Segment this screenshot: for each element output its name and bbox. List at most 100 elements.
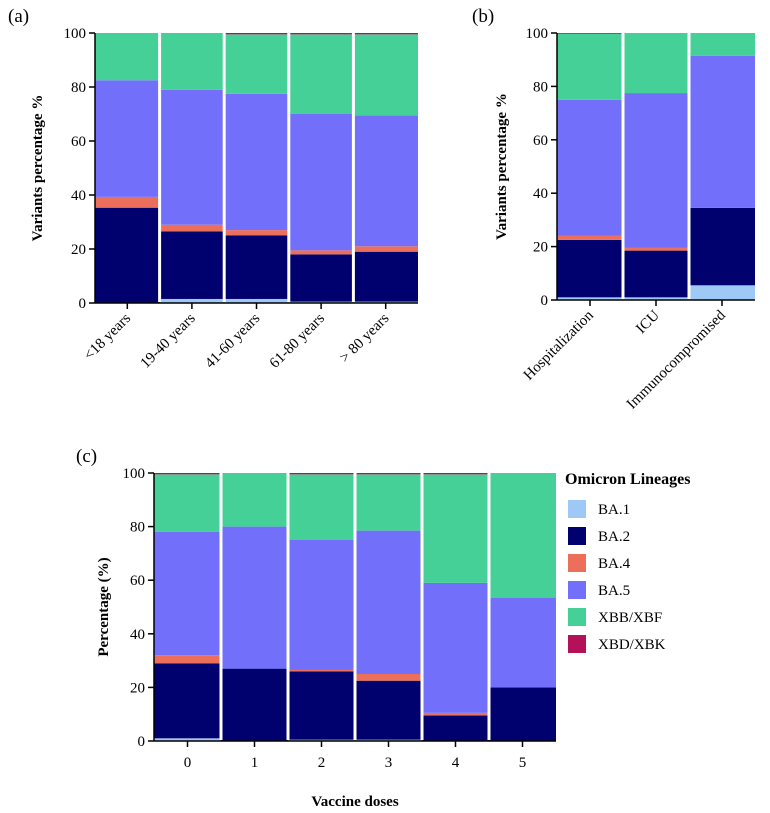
legend: Omicron Lineages BA.1 BA.2 BA.4 BA.5 XBB/XBF…	[565, 471, 690, 653]
chart-a: 0 20 40 60 80 100 <18 years 19-40 years 41-60 ye…	[30, 26, 418, 372]
bar-c-5-ba5	[489, 597, 556, 688]
bar-c-2-ba2	[288, 671, 355, 740]
bar-c-2-xbdxbk	[288, 473, 355, 475]
x-tick-label-a-3: 61-80 years	[267, 310, 328, 371]
bar-c-4-ba2	[422, 715, 489, 741]
bar-b-1-ba2	[623, 250, 689, 298]
bar-a-1-ba1	[159, 298, 225, 303]
bar-c-3-ba2	[355, 680, 422, 740]
bar-c-5-xbbxbf	[489, 473, 556, 598]
y-tick-label-c-80: 80	[130, 520, 145, 536]
bar-b-0-ba1	[557, 297, 623, 300]
legend-title: Omicron Lineages	[565, 471, 690, 488]
bar-a-2-ba2	[224, 235, 289, 299]
legend-label-ba2: BA.2	[598, 529, 630, 545]
y-tick-label-a-0: 0	[79, 296, 87, 312]
legend-label-ba4: BA.4	[598, 556, 631, 572]
bar-c-1-xbbxbf	[221, 473, 288, 527]
legend-swatch-ba1	[568, 500, 586, 518]
y-tick-label-c-100: 100	[123, 466, 146, 482]
bar-a-4-ba4	[353, 246, 418, 252]
bar-a-3-ba4	[288, 250, 354, 255]
bar-b-2-xbbxbf	[689, 33, 755, 56]
y-tick-label-a-20: 20	[71, 242, 86, 258]
y-tick-label-b-60: 60	[533, 133, 548, 149]
bar-c-4-xbbxbf	[422, 474, 489, 583]
x-tick-label-a-2: 41-60 years	[202, 310, 263, 371]
bar-a-3-ba5	[288, 114, 354, 251]
bar-c-4-ba5	[422, 582, 489, 713]
y-tick-label-b-100: 100	[526, 26, 549, 42]
x-tick-label-c-4: 4	[452, 755, 460, 771]
y-axis-title-b: Variants percentage %	[494, 93, 510, 240]
y-tick-label-c-40: 40	[130, 627, 145, 643]
bar-a-0-ba5	[95, 80, 160, 197]
bar-c-0-ba1	[154, 738, 221, 741]
y-tick-label-a-40: 40	[71, 188, 86, 204]
y-tick-label-a-60: 60	[71, 134, 86, 150]
bar-c-5-ba2	[489, 687, 556, 741]
y-tick-label-b-80: 80	[533, 79, 548, 95]
legend-label-xbbxbf: XBB/XBF	[598, 610, 662, 626]
bar-a-3-ba2	[288, 254, 354, 302]
bar-c-3-ba5	[355, 530, 422, 674]
x-tick-label-c-2: 2	[318, 755, 326, 771]
x-tick-label-c-0: 0	[184, 755, 192, 771]
chart-c: 0 20 40 60 80 100 0 1 2 3 4 5 Percentage (%) Vaccine …	[96, 466, 556, 810]
bar-c-2-xbbxbf	[288, 474, 355, 540]
y-tick-label-a-100: 100	[64, 26, 87, 42]
bar-c-3-xbdxbk	[355, 473, 422, 475]
bar-c-3-ba4	[355, 674, 422, 681]
panel-a-label: (a)	[8, 6, 29, 27]
bar-b-1-ba4	[623, 247, 689, 251]
bar-c-2-ba5	[288, 540, 355, 670]
bar-a-4-ba5	[353, 115, 418, 247]
legend-swatch-ba5	[568, 581, 586, 599]
bar-b-0-xbbxbf	[557, 33, 623, 100]
bar-a-3-xbbxbf	[288, 34, 354, 114]
bar-a-2-xbbxbf	[224, 34, 289, 94]
bar-b-0-ba2	[557, 239, 623, 298]
x-tick-label-c-1: 1	[251, 755, 259, 771]
y-tick-label-b-20: 20	[533, 240, 548, 256]
legend-swatch-xbbxbf	[568, 608, 586, 626]
x-tick-label-a-0: <18 years	[81, 310, 134, 363]
bar-b-1-xbbxbf	[623, 33, 689, 94]
bar-b-2-ba5	[689, 55, 755, 208]
bar-c-0-ba2	[154, 663, 221, 739]
bar-a-4-xbbxbf	[353, 34, 418, 116]
bar-b-0-ba5	[557, 99, 623, 236]
bar-a-2-xbdxbk	[224, 33, 289, 35]
legend-label-xbdxbk: XBD/XBK	[598, 637, 666, 653]
panel-c-label: (c)	[76, 446, 97, 467]
bar-c-1-ba5	[221, 526, 288, 669]
y-tick-label-c-20: 20	[130, 680, 145, 696]
bar-c-1-ba2	[221, 668, 288, 741]
y-tick-label-c-0: 0	[138, 734, 146, 750]
bar-c-4-xbdxbk	[422, 473, 489, 475]
y-axis-title-c: Percentage (%)	[96, 557, 112, 656]
bar-c-0-xbbxbf	[154, 474, 221, 532]
bar-b-0-ba4	[557, 235, 623, 240]
bar-a-4-xbdxbk	[353, 33, 418, 35]
y-tick-label-a-80: 80	[71, 80, 86, 96]
y-tick-label-b-40: 40	[533, 186, 548, 202]
bar-a-2-ba5	[224, 93, 289, 231]
legend-label-ba1: BA.1	[598, 502, 630, 518]
x-tick-label-c-5: 5	[519, 755, 527, 771]
bar-a-2-ba1	[224, 298, 289, 303]
panel-b-label: (b)	[472, 6, 494, 27]
bar-c-4-ba4	[422, 712, 489, 716]
bar-a-1-xbbxbf	[159, 33, 225, 90]
x-tick-label-b-0: Hospitalization	[521, 307, 597, 383]
x-tick-label-a-1: 19-40 years	[138, 310, 199, 371]
legend-swatch-ba2	[568, 527, 586, 545]
bar-a-1-ba5	[159, 89, 225, 225]
bar-c-0-ba4	[154, 655, 221, 664]
bar-a-0-ba4	[95, 196, 160, 208]
bar-a-3-xbdxbk	[288, 33, 354, 35]
bar-a-0-xbbxbf	[95, 33, 160, 81]
bar-b-2-ba1	[689, 285, 755, 300]
